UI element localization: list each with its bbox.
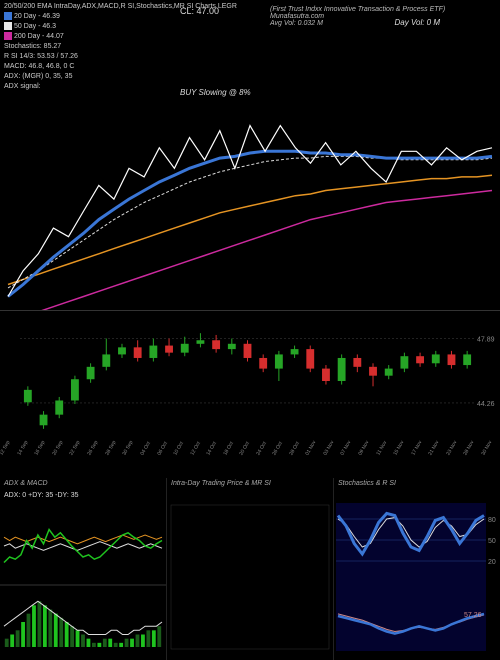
svg-text:50: 50 (488, 538, 496, 545)
svg-text:44.26: 44.26 (477, 401, 495, 408)
date-axis: 12 Sep14 Sep16 Sep20 Sep22 Sep26 Sep28 S… (0, 450, 500, 476)
stoch-rsi-panel: Stochastics & R SI 20508057.26 (333, 478, 500, 660)
svg-text:47.89: 47.89 (477, 337, 495, 344)
bottom-panels: ADX & MACD ADX: 0 +DY: 35 -DY: 35 Intra-… (0, 478, 500, 660)
intraday-panel: Intra-Day Trading Price & MR SI (166, 478, 333, 660)
main-price-chart (0, 0, 500, 310)
svg-text:20: 20 (488, 559, 496, 566)
candle-panel: 47.89 44.26 (0, 310, 500, 450)
adx-macd-panel: ADX & MACD ADX: 0 +DY: 35 -DY: 35 (0, 478, 166, 660)
svg-text:57.26: 57.26 (464, 612, 482, 619)
svg-text:80: 80 (488, 517, 496, 524)
